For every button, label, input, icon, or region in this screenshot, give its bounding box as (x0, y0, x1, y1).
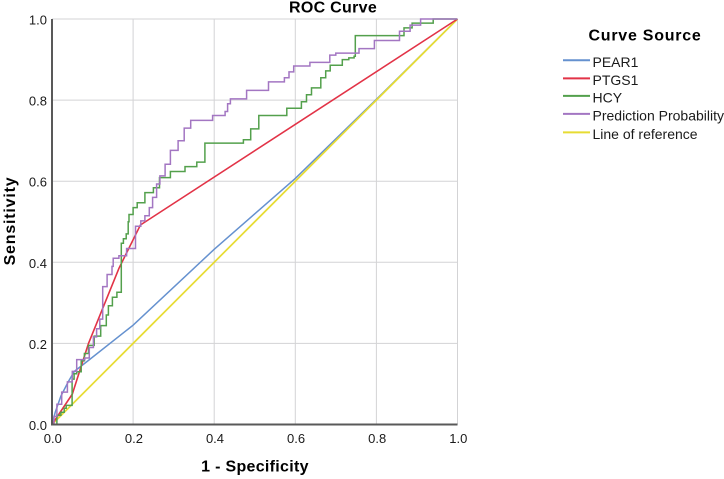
svg-text:0.0: 0.0 (29, 418, 47, 433)
svg-text:PTGS1: PTGS1 (593, 72, 639, 88)
svg-text:Curve Source: Curve Source (589, 28, 702, 45)
svg-text:HCY: HCY (593, 89, 623, 105)
svg-text:1 - Specificity: 1 - Specificity (201, 459, 309, 476)
svg-text:Sensitivity: Sensitivity (2, 177, 19, 266)
svg-text:1.0: 1.0 (449, 431, 467, 446)
svg-text:Line of reference: Line of reference (593, 126, 698, 142)
svg-text:0.8: 0.8 (29, 94, 47, 109)
svg-text:0.4: 0.4 (29, 256, 47, 271)
svg-text:0.0: 0.0 (44, 431, 62, 446)
svg-text:1.0: 1.0 (29, 13, 47, 28)
svg-text:0.6: 0.6 (287, 431, 305, 446)
svg-text:0.2: 0.2 (125, 431, 143, 446)
svg-text:0.8: 0.8 (368, 431, 386, 446)
svg-text:0.2: 0.2 (29, 337, 47, 352)
svg-text:0.6: 0.6 (29, 175, 47, 190)
svg-text:Prediction Probability: Prediction Probability (593, 107, 724, 123)
svg-text:0.4: 0.4 (206, 431, 224, 446)
svg-text:PEAR1: PEAR1 (593, 54, 639, 70)
svg-text:ROC Curve: ROC Curve (289, 0, 377, 17)
